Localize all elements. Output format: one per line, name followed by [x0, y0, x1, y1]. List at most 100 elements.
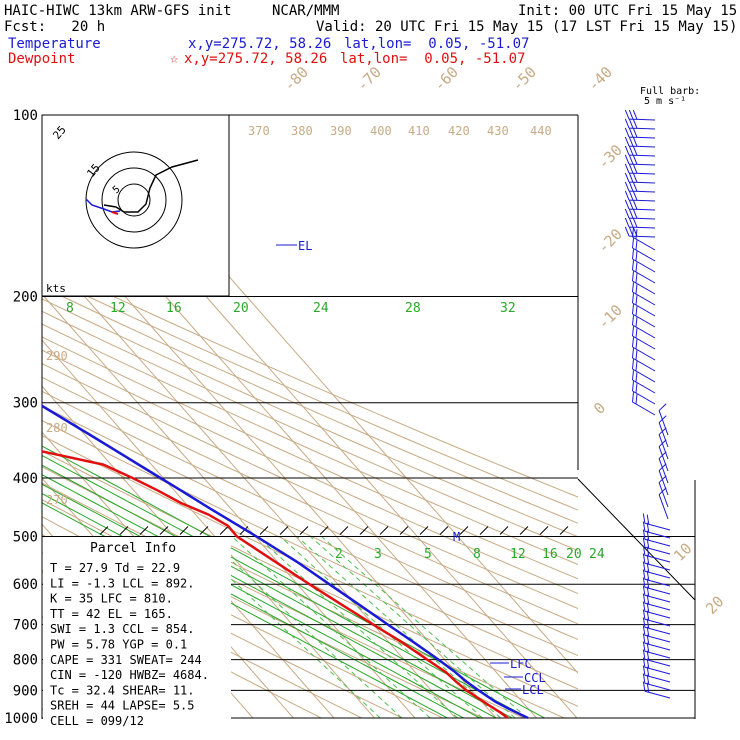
pressure-tick-label: 800: [13, 653, 38, 669]
wind-barb: [624, 172, 656, 184]
wind-barb-staff: [632, 324, 656, 339]
dry-adiabat-line: [42, 450, 578, 707]
wind-barb-staff: [644, 602, 671, 611]
wind-barb-staff: [632, 236, 656, 251]
wind-barb-staff: [658, 482, 669, 508]
parcel-info-row: SWI = 1.3 CCL = 854.: [50, 622, 195, 636]
wind-barb-tick: [658, 487, 667, 495]
pressure-tick-label: 500: [13, 529, 38, 545]
wind-barb-tick: [632, 137, 638, 147]
wind-barb-tick: [624, 181, 630, 192]
hatch-mark: [359, 526, 369, 535]
temperature-curve: [42, 404, 529, 719]
wind-barb-staff: [632, 346, 656, 361]
wind-barb-tick: [642, 681, 646, 692]
wind-barb: [642, 609, 671, 627]
theta-e-label: 28: [405, 301, 421, 316]
wind-barb-tick: [642, 569, 646, 580]
wind-barb: [658, 439, 669, 472]
wind-barb-tick: [632, 155, 638, 165]
wind-barb: [631, 381, 656, 405]
el-label: EL: [298, 239, 312, 253]
isotherm-label: -50: [508, 63, 540, 95]
wind-barb: [624, 154, 656, 166]
wind-barb-tick: [635, 350, 638, 361]
wind-barb: [658, 415, 669, 448]
wind-barb-staff: [632, 368, 656, 383]
mixing-ratio-label: 8: [473, 547, 481, 562]
dry-adiabat-line: [42, 376, 578, 625]
wind-barb-tick: [646, 594, 650, 605]
wind-barb: [642, 673, 671, 691]
hatch-mark: [279, 526, 289, 535]
theta-e-label: 16: [166, 301, 182, 316]
wind-barb: [631, 359, 656, 383]
hatch-mark: [99, 526, 109, 535]
dry-adiabat-line: [42, 570, 322, 719]
wind-barb: [642, 537, 671, 555]
wind-barb-tick: [631, 315, 635, 326]
isotherm-line: [42, 339, 375, 719]
mixing-ratio-line: [279, 536, 483, 719]
isotherm-label: -40: [584, 63, 616, 95]
wind-barb-tick: [635, 251, 638, 262]
wind-barb: [642, 625, 671, 643]
wind-barb-tick: [628, 127, 634, 138]
wind-barb: [642, 529, 671, 547]
wind-barb-staff: [644, 538, 671, 547]
wind-barb: [631, 227, 656, 251]
wind-barb: [642, 593, 671, 611]
wind-barb-tick: [642, 609, 646, 620]
wind-barb: [624, 199, 656, 211]
wind-barb-staff: [644, 666, 671, 675]
wind-barb-staff: [658, 410, 669, 436]
dry-adiabat-line: [42, 274, 578, 511]
theta-e-label: 12: [110, 301, 126, 316]
theta-label: 410: [408, 124, 430, 138]
parcel-info-row: SREH = 44 LAPSE= 5.5: [50, 699, 195, 713]
wind-barb-tick: [646, 514, 650, 525]
star-icon: ☆: [170, 51, 179, 67]
isotherm-label: -30: [594, 141, 626, 173]
wind-barb-tick: [646, 586, 650, 597]
parcel-info-box: [43, 537, 231, 719]
parcel-info-row: CIN = -120 HWBZ= 4684.: [50, 668, 209, 682]
wind-barb-tick: [632, 110, 638, 120]
wind-barb: [624, 217, 656, 229]
wind-barb: [631, 326, 656, 350]
wind-barb: [658, 487, 669, 520]
wind-barb-staff: [658, 434, 669, 460]
wind-barb-tick: [646, 658, 650, 669]
wind-barb-tick: [646, 570, 650, 581]
wind-barb: [642, 617, 671, 635]
parcel-info-row: K = 35 LFC = 810.: [50, 592, 173, 606]
wind-barb-tick: [635, 372, 638, 383]
theta-label: 440: [530, 124, 552, 138]
wind-barb-tick: [642, 649, 646, 660]
isotherm-label: 0: [590, 399, 609, 418]
wind-barb: [642, 513, 671, 531]
pressure-tick-label: 900: [13, 683, 38, 699]
wind-barb-staff: [632, 280, 656, 295]
wind-barb-tick: [646, 618, 650, 629]
mixing-ratio-label: 20: [566, 547, 582, 562]
wind-barb-tick: [628, 154, 634, 165]
wind-barb-staff: [644, 522, 671, 531]
wind-barb-tick: [624, 145, 630, 156]
mixing-ratio-label: 5: [424, 547, 432, 562]
wind-barb: [624, 136, 656, 148]
theta-label: 370: [248, 124, 270, 138]
wind-barb: [642, 553, 671, 571]
wind-barb: [624, 145, 656, 157]
dry-adiabat-line: [42, 336, 578, 580]
dry-adiabat-line: [42, 323, 578, 566]
wind-barb-tick: [658, 439, 667, 447]
hatch-mark: [179, 526, 189, 535]
hodograph-trace: [103, 159, 199, 213]
hatch-mark: [299, 526, 309, 535]
wind-barb: [624, 190, 656, 202]
isotherm-label: -10: [594, 301, 626, 333]
wind-barb-staff: [644, 650, 671, 659]
parcel-info-row: T = 27.9 Td = 22.9: [50, 561, 180, 575]
dry-adiabat-line: [42, 286, 578, 524]
